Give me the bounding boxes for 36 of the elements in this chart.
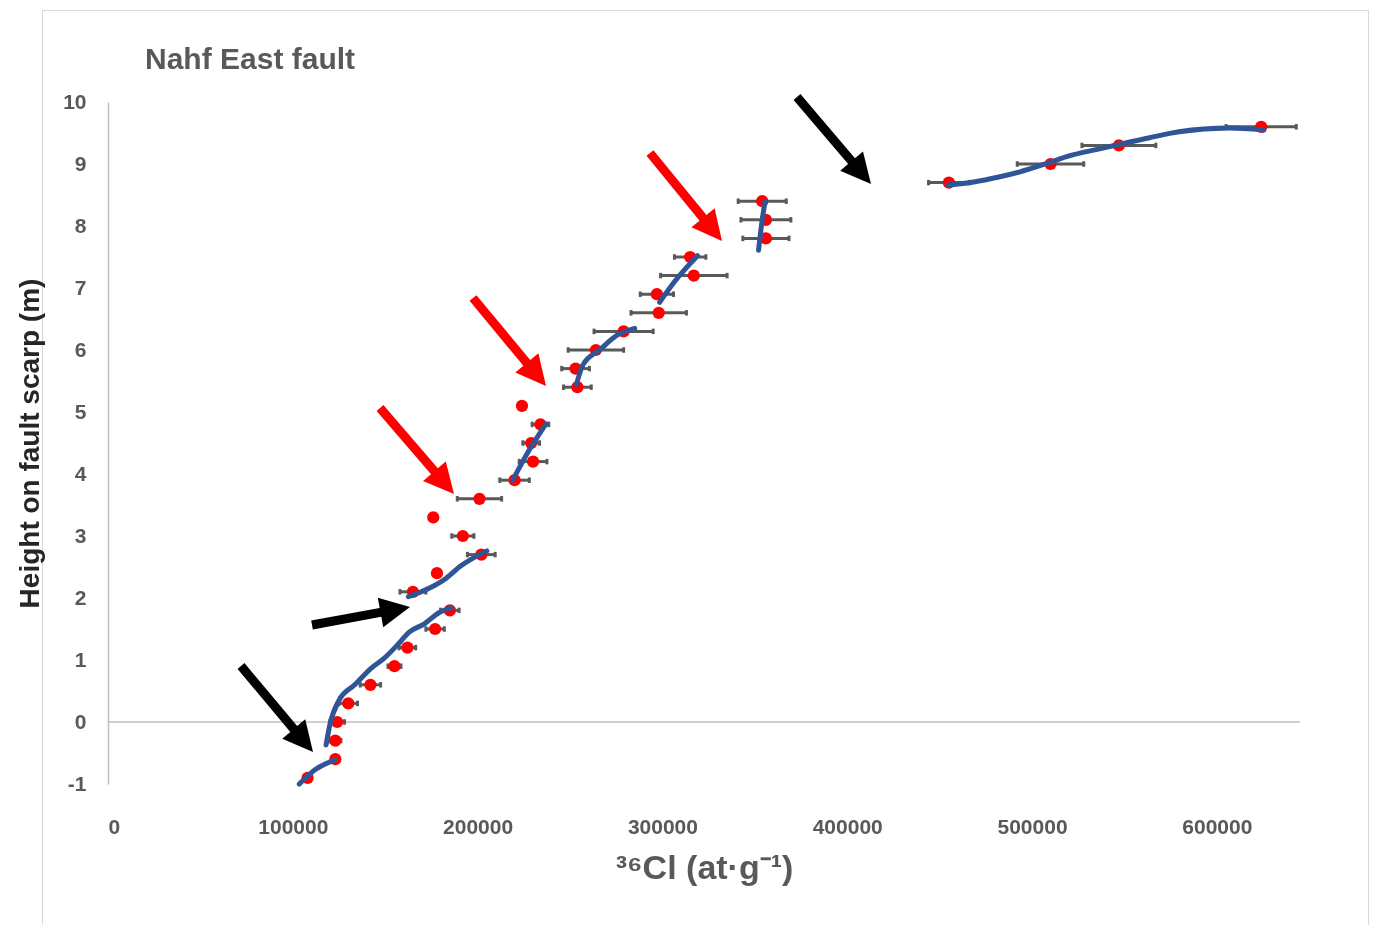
point [652,306,665,319]
point [401,641,414,654]
point [515,399,529,412]
y-tick-label: 8 [74,213,87,237]
y-tick-label: -1 [67,771,87,795]
y-tick-label: 0 [74,709,87,733]
point [430,567,444,580]
y-axis-title: Height on fault scarp (m) [14,278,46,609]
point [687,269,700,282]
y-tick-label: 10 [63,89,87,113]
y-tick-label: 7 [74,275,87,299]
point [473,492,486,505]
y-tick-label: 2 [74,585,87,609]
y-tick-label: 9 [74,151,87,175]
y-tick-label: 4 [74,461,87,485]
y-tick-label: 6 [74,337,87,361]
y-tick-label: 5 [74,399,87,423]
point [329,734,342,747]
x-tick-label: 600000 [1182,814,1253,838]
point [427,511,440,524]
point [526,455,540,468]
x-tick-label: 300000 [627,814,698,838]
x-axis-title: ³⁶Cl (at·g⁻¹) [615,847,794,886]
chart-title: Nahf East fault [145,42,356,75]
x-tick-label: 100000 [258,814,329,838]
x-tick-label: 500000 [997,814,1068,838]
x-tick-label: 0 [108,814,121,838]
y-tick-label: 3 [74,523,87,547]
y-tick-label: 1 [74,647,87,671]
point [650,288,663,301]
point [388,660,401,673]
x-tick-label: 200000 [443,814,514,838]
point [428,622,442,636]
point [364,678,377,691]
point [456,529,469,543]
x-tick-label: 400000 [812,814,883,838]
